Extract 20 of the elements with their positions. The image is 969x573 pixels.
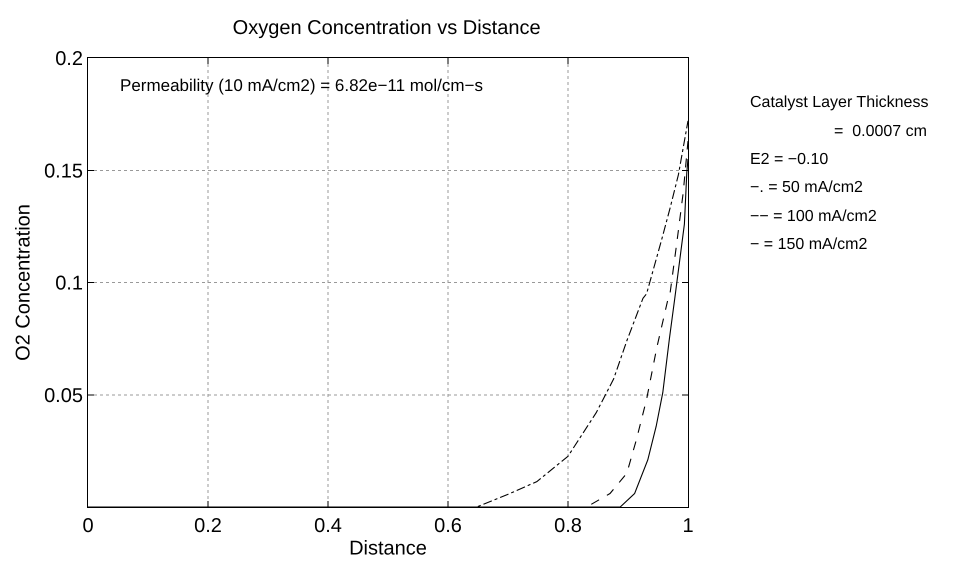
text: −. = 50 mA/cm2	[750, 179, 864, 196]
x-tick-label: 0	[82, 515, 94, 537]
x-tick-label: 1	[682, 515, 694, 537]
x-tick-label: 0.4	[314, 515, 342, 537]
text: E2 = −0.10	[750, 151, 828, 168]
y-tick-label: 0.05	[44, 384, 83, 407]
text: − = 150 mA/cm2	[750, 236, 868, 253]
x-axis-title: Distance	[349, 538, 427, 560]
x-tick-label: 0.8	[554, 515, 582, 537]
y-axis-title: O2 Concentration	[12, 204, 35, 361]
text: = 0.0007 cm	[834, 123, 927, 140]
x-tick-label: 0.6	[434, 515, 462, 537]
text: −− = 100 mA/cm2	[750, 208, 877, 225]
y-tick-label: 0.2	[55, 48, 83, 70]
annotation: Permeability (10 mA/cm2) = 6.82e−11 mol/cm−s	[120, 76, 483, 95]
text: Catalyst Layer Thickness	[750, 94, 928, 111]
chart-title: Oxygen Concentration vs Distance	[232, 17, 541, 40]
y-tick-label: 0.1	[55, 272, 83, 294]
x-tick-label: 0.2	[194, 515, 222, 537]
y-tick-label: 0.15	[44, 160, 83, 182]
